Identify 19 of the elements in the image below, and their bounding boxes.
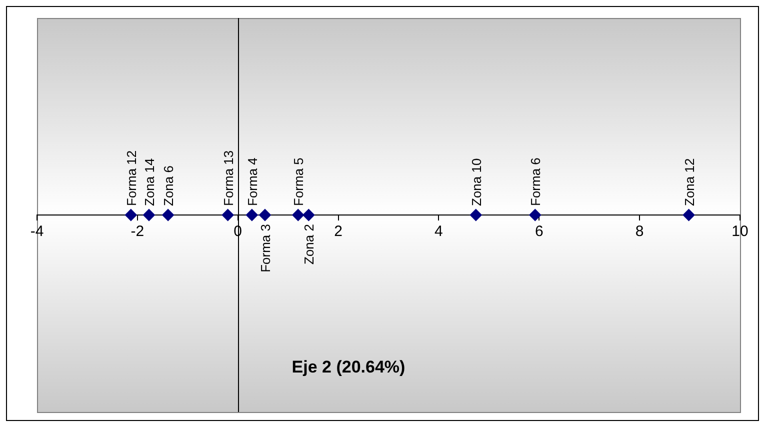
text: Zona 14 [142, 158, 157, 206]
text: Zona 12 [682, 158, 697, 206]
x-axis-title: Eje 2 (20.64%) [292, 358, 406, 377]
text: Zona 6 [161, 166, 176, 206]
x-tick-label: 4 [434, 223, 443, 240]
x-tick-label: -2 [130, 223, 144, 240]
text: Forma 5 [291, 158, 306, 206]
text: Zona 10 [468, 158, 484, 206]
x-tick-label: -4 [30, 223, 44, 240]
text: Forma 12 [124, 150, 139, 206]
text: Forma 3 [258, 224, 273, 272]
x-tick-label: 2 [334, 223, 342, 240]
text: Forma 4 [244, 158, 260, 206]
text: Forma 6 [528, 158, 544, 206]
text: Zona 2 [302, 224, 317, 264]
x-tick-label: 6 [534, 223, 544, 240]
x-tick-label: 10 [732, 223, 748, 240]
x-tick-label: 8 [635, 223, 644, 240]
text: Forma 13 [220, 150, 236, 206]
